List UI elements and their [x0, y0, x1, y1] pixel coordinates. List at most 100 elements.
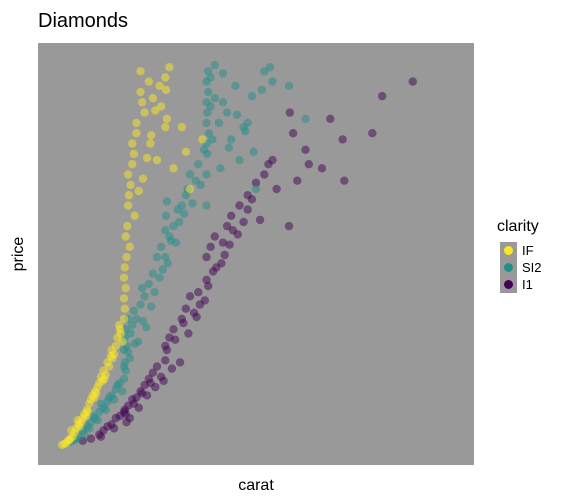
point-si2	[138, 316, 148, 326]
point-if	[140, 108, 149, 117]
point-if	[161, 85, 171, 95]
point-if	[130, 211, 139, 220]
point-i1	[222, 221, 232, 231]
point-if	[125, 242, 134, 251]
point-i1	[378, 91, 387, 101]
point-if	[136, 67, 145, 76]
point-si2	[113, 380, 122, 390]
point-si2	[210, 60, 219, 70]
data-points	[57, 60, 417, 450]
legend-label-i1: I1	[522, 277, 533, 292]
point-if	[121, 283, 130, 293]
point-if	[126, 180, 135, 190]
point-if	[75, 422, 84, 431]
point-si2	[218, 98, 228, 107]
point-if	[156, 102, 166, 111]
point-if	[165, 62, 174, 72]
point-if	[162, 114, 172, 124]
point-i1	[340, 176, 349, 185]
point-i1	[260, 170, 269, 179]
point-i1	[175, 358, 185, 367]
point-if	[138, 98, 147, 107]
point-si2	[284, 81, 294, 91]
point-si2	[251, 184, 261, 194]
point-i1	[184, 329, 193, 338]
point-si2	[119, 374, 129, 384]
point-if	[81, 411, 91, 421]
point-i1	[272, 184, 281, 194]
point-if	[119, 314, 129, 324]
point-i1	[192, 312, 201, 322]
point-si2	[156, 242, 166, 251]
point-if	[132, 129, 141, 138]
point-si2	[301, 114, 310, 124]
point-si2	[161, 211, 171, 220]
point-i1	[210, 232, 219, 241]
point-si2	[177, 201, 186, 210]
point-i1	[162, 345, 172, 355]
point-if	[151, 106, 160, 115]
point-i1	[285, 108, 294, 117]
point-si2	[171, 238, 181, 247]
point-si2	[152, 252, 162, 262]
point-i1	[408, 77, 417, 86]
point-if	[90, 393, 99, 402]
point-si2	[155, 273, 164, 282]
point-si2	[218, 69, 228, 78]
point-if	[169, 164, 178, 173]
point-if	[132, 118, 141, 128]
point-si2	[241, 127, 250, 136]
point-if	[118, 337, 127, 346]
point-si2	[130, 339, 139, 348]
point-si2	[206, 102, 215, 111]
point-si2	[142, 323, 151, 332]
point-si2	[163, 259, 172, 268]
point-i1	[96, 432, 106, 441]
point-if	[124, 191, 134, 200]
point-si2	[96, 399, 106, 408]
point-si2	[257, 85, 266, 95]
point-if	[121, 232, 130, 241]
point-if	[161, 73, 170, 82]
point-i1	[368, 129, 377, 138]
point-si2	[202, 170, 211, 179]
point-i1	[326, 114, 335, 124]
point-si2	[125, 354, 134, 363]
point-si2	[162, 197, 172, 206]
point-i1	[251, 178, 261, 187]
point-si2	[216, 164, 225, 173]
point-i1	[152, 362, 162, 371]
point-si2	[80, 430, 89, 439]
point-if	[128, 139, 137, 148]
point-if	[146, 139, 155, 148]
point-si2	[150, 288, 159, 297]
point-si2	[204, 87, 213, 97]
point-if	[116, 329, 125, 338]
point-if	[123, 170, 133, 179]
point-if	[129, 149, 139, 159]
legend-title: clarity	[497, 218, 539, 235]
point-i1	[317, 164, 327, 173]
point-i1	[134, 403, 143, 412]
point-if	[134, 186, 143, 196]
x-axis-label: carat	[238, 477, 274, 494]
point-if	[120, 263, 129, 272]
point-if	[177, 122, 186, 132]
point-i1	[161, 356, 170, 365]
point-if	[98, 376, 107, 386]
legend: clarity IF SI2 I1	[497, 218, 542, 293]
point-si2	[231, 81, 240, 91]
point-si2	[180, 209, 189, 218]
point-si2	[232, 110, 242, 119]
point-i1	[142, 391, 152, 400]
point-si2	[235, 155, 244, 165]
point-si2	[202, 201, 211, 210]
point-if	[111, 341, 121, 351]
point-si2	[224, 143, 233, 152]
point-si2	[147, 302, 156, 311]
point-i1	[208, 267, 218, 276]
legend-swatch-si2	[504, 263, 513, 272]
point-i1	[194, 288, 203, 297]
chart-title: Diamonds	[38, 10, 128, 32]
